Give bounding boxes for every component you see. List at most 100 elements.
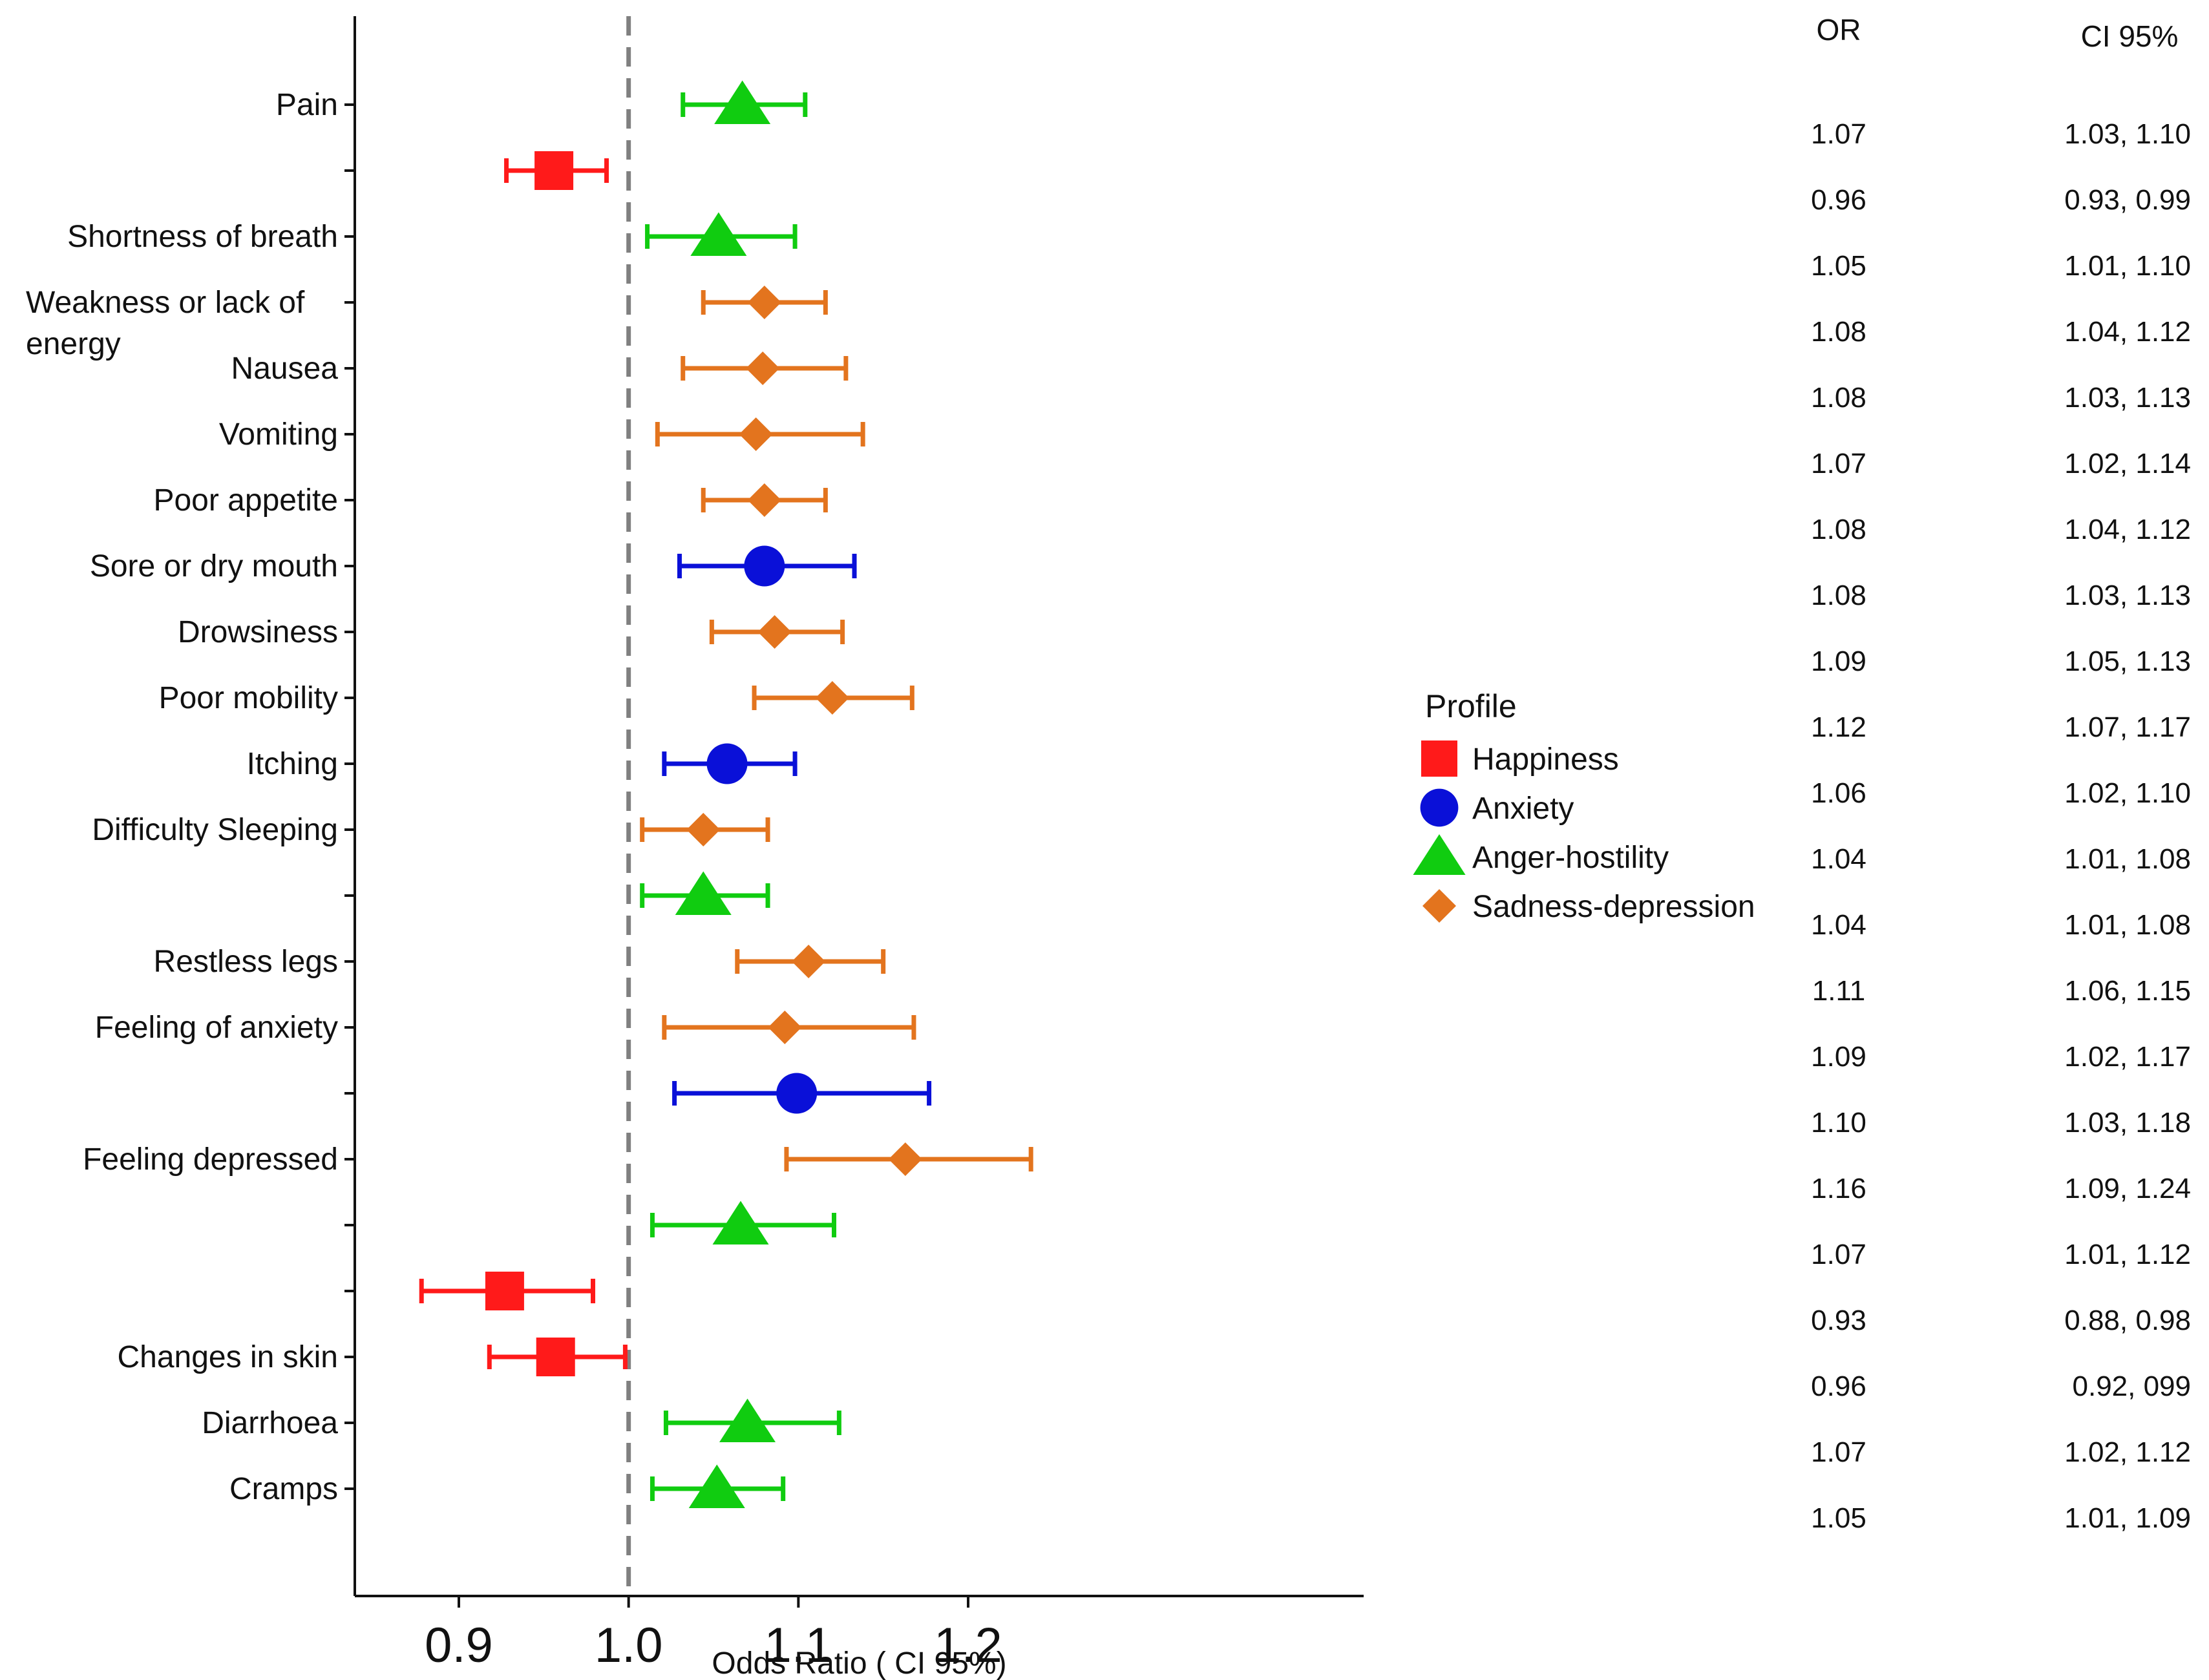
legend-marker-triangle bbox=[1413, 834, 1466, 875]
or-value: 1.16 bbox=[1811, 1173, 1866, 1204]
or-value: 1.08 bbox=[1811, 316, 1866, 348]
or-column-header: OR bbox=[1817, 13, 1861, 47]
x-tick-label: 0.9 bbox=[425, 1618, 493, 1673]
point-estimate-diamond bbox=[686, 813, 721, 846]
point-estimate-diamond bbox=[757, 615, 792, 649]
ci-value: 1.02, 1.12 bbox=[2064, 1436, 2191, 1468]
x-tick-label: 1.0 bbox=[595, 1618, 663, 1673]
or-value: 1.10 bbox=[1811, 1107, 1866, 1139]
legend-item-label: Anxiety bbox=[1472, 792, 1574, 826]
or-value: 1.04 bbox=[1811, 843, 1866, 875]
row-label-line: energy bbox=[26, 327, 121, 361]
row-label: Sore or dry mouth bbox=[90, 549, 338, 583]
ci-value: 1.05, 1.13 bbox=[2064, 646, 2191, 677]
point-estimate-diamond bbox=[739, 417, 773, 451]
ci-value: 1.01, 1.12 bbox=[2064, 1239, 2191, 1270]
row-label: Diarrhoea bbox=[202, 1406, 338, 1440]
or-value: 1.11 bbox=[1812, 975, 1865, 1007]
row-label: Poor appetite bbox=[153, 483, 338, 518]
ci-value: 1.01, 1.10 bbox=[2064, 250, 2191, 282]
ci-value: 1.02, 1.17 bbox=[2064, 1041, 2191, 1073]
ci-value: 1.03, 1.10 bbox=[2064, 118, 2191, 150]
legend-item-label: Anger-hostility bbox=[1472, 841, 1669, 875]
legend-item-label: Sadness-depression bbox=[1472, 890, 1755, 924]
ci-value: 1.01, 1.08 bbox=[2064, 909, 2191, 941]
point-estimate-triangle bbox=[719, 1398, 776, 1442]
legend-marker-diamond bbox=[1422, 889, 1456, 923]
row-label: Difficulty Sleeping bbox=[92, 813, 338, 847]
ci-value: 1.03, 1.18 bbox=[2064, 1107, 2191, 1139]
ci-value: 0.93, 0.99 bbox=[2064, 184, 2191, 216]
row-label: Vomiting bbox=[219, 417, 338, 452]
legend-item-label: Happiness bbox=[1472, 742, 1619, 777]
or-value: 1.07 bbox=[1811, 118, 1866, 150]
row-label-line: Weakness or lack of bbox=[26, 286, 305, 320]
point-estimate-triangle bbox=[688, 1464, 745, 1508]
or-value: 1.07 bbox=[1811, 1436, 1866, 1468]
point-estimate-circle bbox=[776, 1073, 818, 1114]
row-label: Shortness of breath bbox=[67, 220, 338, 254]
row-label: Pain bbox=[276, 88, 338, 122]
ci-value: 1.03, 1.13 bbox=[2064, 580, 2191, 611]
ci-value: 1.04, 1.12 bbox=[2064, 316, 2191, 348]
or-value: 1.04 bbox=[1811, 909, 1866, 941]
row-labels: Pain Shortness of breath Weakness or lack … bbox=[26, 88, 338, 1506]
or-value: 0.96 bbox=[1811, 1370, 1866, 1402]
or-value: 1.07 bbox=[1811, 448, 1866, 479]
point-estimate-diamond bbox=[792, 945, 826, 978]
or-ci-table: OR CI 95% 1.07 1.03, 1.10 0.96 0.93, 0.99 1.05… bbox=[1811, 13, 2191, 1534]
row-label: Itching bbox=[247, 747, 338, 781]
or-value: 1.08 bbox=[1811, 382, 1866, 414]
point-estimate-diamond bbox=[815, 681, 849, 715]
ci-value: 1.09, 1.24 bbox=[2064, 1173, 2191, 1204]
or-value: 1.12 bbox=[1811, 711, 1866, 743]
row-label: Poor mobility bbox=[159, 681, 338, 715]
row-label: Drowsiness bbox=[178, 615, 338, 649]
or-value: 0.96 bbox=[1811, 184, 1866, 216]
point-estimate-diamond bbox=[747, 286, 781, 319]
point-estimate-diamond bbox=[768, 1011, 802, 1044]
plot-area bbox=[419, 16, 1033, 1596]
or-value: 1.08 bbox=[1811, 580, 1866, 611]
point-estimate-diamond bbox=[747, 483, 781, 517]
x-tick-label: 1.2 bbox=[934, 1618, 1002, 1673]
ci-value: 1.01, 1.09 bbox=[2064, 1502, 2191, 1534]
row-label: Nausea bbox=[231, 352, 339, 386]
point-estimate-triangle bbox=[714, 80, 771, 124]
x-tick-label: 1.1 bbox=[765, 1618, 833, 1673]
or-value: 1.09 bbox=[1811, 646, 1866, 677]
legend-title: Profile bbox=[1425, 688, 1517, 724]
or-value: 1.05 bbox=[1811, 1502, 1866, 1534]
row-label: Cramps bbox=[229, 1472, 338, 1506]
or-value: 1.07 bbox=[1811, 1239, 1866, 1270]
point-estimate-square bbox=[534, 151, 574, 190]
ci-value: 1.02, 1.10 bbox=[2064, 777, 2191, 809]
point-estimate-triangle bbox=[690, 212, 747, 256]
row-label: Changes in skin bbox=[117, 1340, 338, 1374]
or-value: 1.05 bbox=[1811, 250, 1866, 282]
ci-value: 1.06, 1.15 bbox=[2064, 975, 2191, 1007]
or-value: 1.06 bbox=[1811, 777, 1866, 809]
legend-marker-square bbox=[1421, 740, 1457, 777]
or-value: 1.09 bbox=[1811, 1041, 1866, 1073]
ci-value: 1.07, 1.17 bbox=[2064, 711, 2191, 743]
point-estimate-circle bbox=[706, 743, 748, 784]
legend: Profile Happiness Anxiety Anger-hostility Sa… bbox=[1413, 688, 1755, 924]
ci-value: 1.04, 1.12 bbox=[2064, 514, 2191, 545]
row-label: Restless legs bbox=[154, 945, 338, 979]
ci-column-header: CI 95% bbox=[2081, 19, 2179, 53]
ci-value: 0.88, 0.98 bbox=[2064, 1305, 2191, 1336]
or-value: 1.08 bbox=[1811, 514, 1866, 545]
point-estimate-square bbox=[485, 1272, 524, 1310]
ci-value: 1.02, 1.14 bbox=[2064, 448, 2191, 479]
point-estimate-triangle bbox=[712, 1201, 769, 1244]
ci-value: 1.01, 1.08 bbox=[2064, 843, 2191, 875]
point-estimate-diamond bbox=[888, 1142, 922, 1176]
or-value: 0.93 bbox=[1811, 1305, 1866, 1336]
ci-value: 1.03, 1.13 bbox=[2064, 382, 2191, 414]
row-label: Feeling of anxiety bbox=[95, 1011, 338, 1045]
legend-marker-circle bbox=[1420, 788, 1459, 827]
row-label: Feeling depressed bbox=[83, 1142, 338, 1177]
